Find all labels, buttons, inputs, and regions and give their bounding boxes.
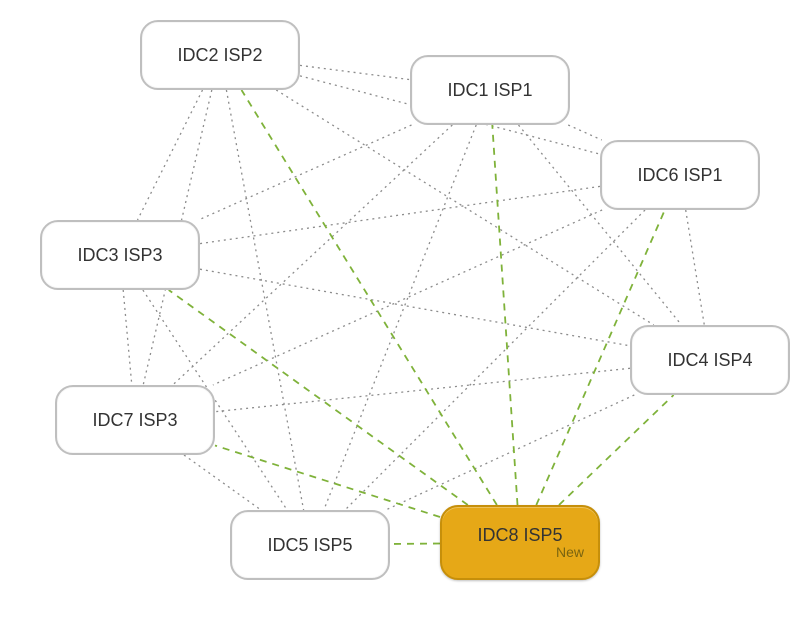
edge [173,125,453,385]
node-sublabel: New [556,544,584,560]
node-label: IDC3 ISP3 [77,245,162,266]
edge [123,290,132,385]
node-label: IDC5 ISP5 [267,535,352,556]
edge [324,125,476,510]
edge [568,125,602,140]
edge-highlight [215,446,440,518]
edge [226,90,303,510]
edge [213,210,602,385]
edge [138,90,203,220]
edge [199,125,412,220]
node-idc5[interactable]: IDC5 ISP5 [230,510,390,580]
edge-highlight [390,544,440,545]
edge [200,186,600,243]
node-idc3[interactable]: IDC3 ISP3 [40,220,200,290]
node-label: IDC6 ISP1 [637,165,722,186]
edge [184,455,261,510]
node-label: IDC1 ISP1 [447,80,532,101]
node-idc2[interactable]: IDC2 ISP2 [140,20,300,90]
edge [215,368,630,411]
edge [300,65,410,79]
edge-highlight [559,395,674,505]
edge-highlight [242,90,497,505]
node-label: IDC7 ISP3 [92,410,177,431]
node-label: IDC8 ISP5 [477,525,562,546]
node-label: IDC4 ISP4 [667,350,752,371]
edge [386,395,635,510]
node-idc1[interactable]: IDC1 ISP1 [410,55,570,125]
node-idc6[interactable]: IDC6 ISP1 [600,140,760,210]
edges-layer [0,0,800,633]
node-label: IDC2 ISP2 [177,45,262,66]
edge [345,210,645,510]
edge [686,210,705,325]
node-idc4[interactable]: IDC4 ISP4 [630,325,790,395]
edge [200,269,630,346]
edge-highlight [492,125,517,505]
edge [276,90,654,325]
node-idc7[interactable]: IDC7 ISP3 [55,385,215,455]
node-idc8[interactable]: IDC8 ISP5New [440,505,600,580]
